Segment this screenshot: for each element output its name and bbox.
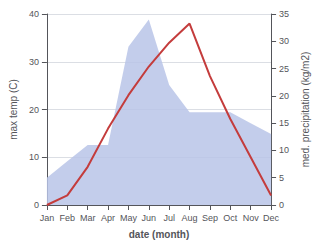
svg-text:max temp (C): max temp (C) [8,79,19,140]
svg-text:Feb: Feb [60,213,76,223]
svg-text:40: 40 [29,9,39,19]
svg-text:10: 10 [29,152,39,162]
svg-text:15: 15 [279,118,289,128]
svg-text:med. precipitation (kg/m2): med. precipitation (kg/m2) [300,52,311,168]
svg-text:30: 30 [279,36,289,46]
svg-text:20: 20 [29,105,39,115]
svg-text:Aug: Aug [182,213,198,223]
svg-text:Dec: Dec [263,213,280,223]
svg-text:0: 0 [279,200,284,210]
svg-text:Sep: Sep [202,213,218,223]
svg-text:Jan: Jan [40,213,55,223]
svg-text:10: 10 [279,145,289,155]
svg-text:Nov: Nov [243,213,260,223]
svg-text:Oct: Oct [223,213,238,223]
svg-text:May: May [120,213,138,223]
svg-text:Apr: Apr [101,213,115,223]
svg-text:20: 20 [279,91,289,101]
svg-text:25: 25 [279,64,289,74]
svg-text:Jun: Jun [142,213,157,223]
svg-text:35: 35 [279,9,289,19]
svg-text:Jul: Jul [163,213,175,223]
svg-text:0: 0 [34,200,39,210]
svg-text:Mar: Mar [80,213,96,223]
svg-text:date (month): date (month) [129,229,190,240]
svg-text:5: 5 [279,173,284,183]
svg-text:30: 30 [29,57,39,67]
